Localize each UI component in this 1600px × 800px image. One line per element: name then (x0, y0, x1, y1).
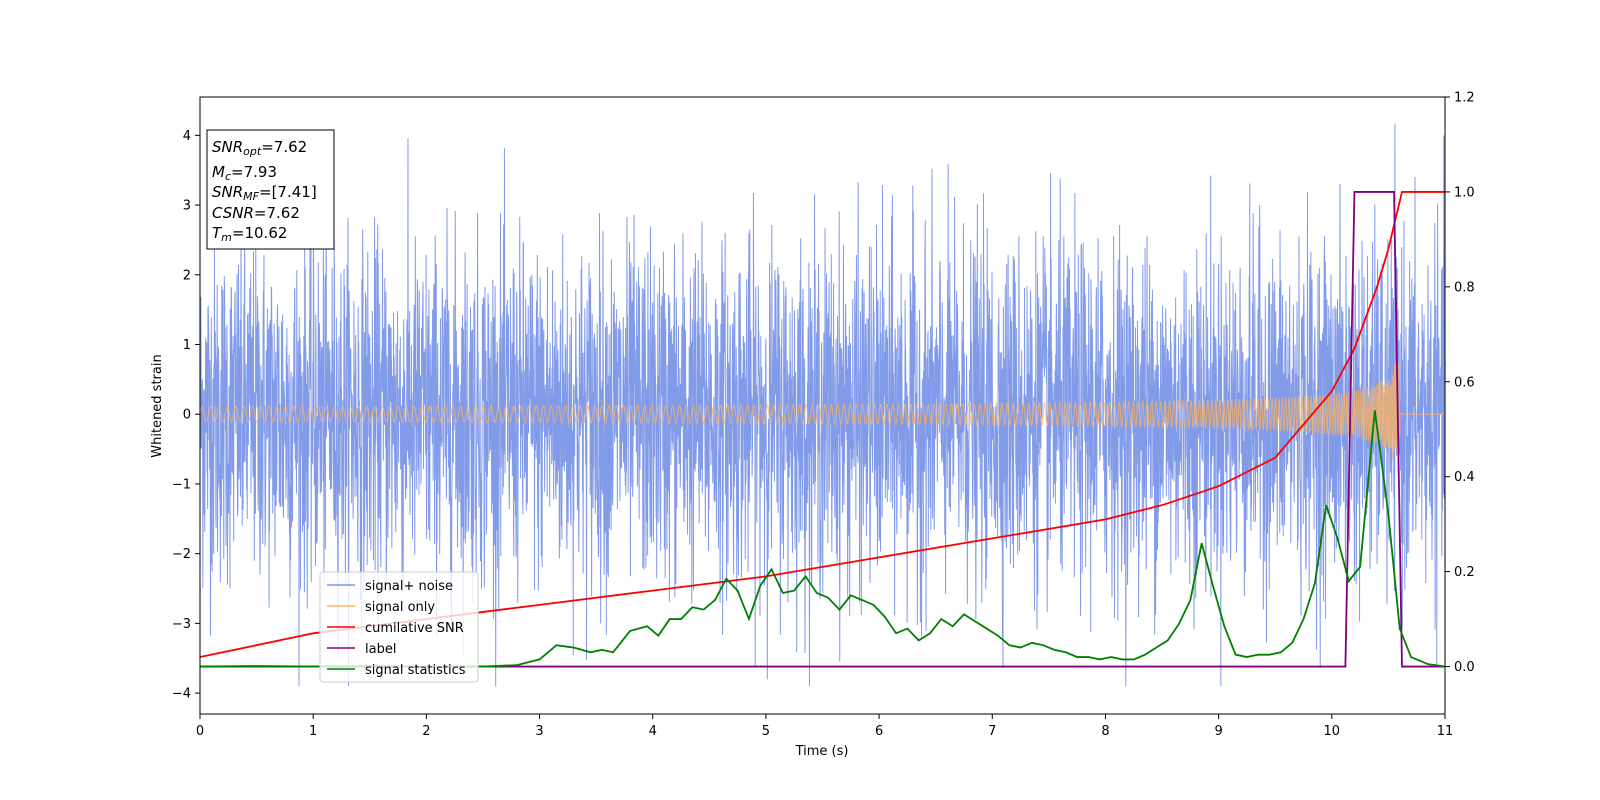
legend-item-signal-statistics: signal statistics (327, 663, 466, 678)
annotation-mc-sub: c (225, 170, 231, 183)
y-tick-label-right: 0.8 (1454, 280, 1475, 295)
x-tick-label: 5 (762, 724, 770, 739)
y-tick-label-left: −4 (172, 687, 191, 702)
y-tick-label-right: 1.2 (1454, 91, 1475, 106)
annotation-snr-opt: SNRopt=7.62 (212, 138, 307, 158)
annotation-tm-sub: m (221, 231, 232, 244)
x-tick-label: 10 (1324, 724, 1341, 739)
annotation-tm-name: T (212, 224, 223, 242)
series-signal-noise (200, 123, 1445, 687)
annotation-box: SNRopt=7.62 Mc=7.93 SNRMF=[7.41] CSNR=7.… (206, 129, 335, 250)
legend-item-signal-noise: signal+ noise (327, 579, 453, 594)
legend-label-cumulative-snr: cumilative SNR (365, 621, 464, 636)
y-tick-label-left: 4 (183, 129, 191, 144)
y-axis-label-left: Whitened strain (150, 354, 165, 457)
y-tick-label-left: −1 (172, 477, 191, 492)
annotation-csnr: CSNR=7.62 (212, 204, 300, 222)
annotation-frame (206, 129, 335, 250)
y-tick-label-left: 3 (183, 199, 191, 214)
legend-label-signal-only: signal only (365, 600, 435, 615)
x-tick-label: 3 (535, 724, 543, 739)
annotation-tm: Tm=10.62 (212, 224, 287, 244)
legend: signal+ noise signal only cumilative SNR… (319, 571, 479, 683)
annotation-snr-opt-name: SNR (212, 138, 243, 156)
x-tick-label: 0 (196, 724, 204, 739)
series-layer (200, 123, 1445, 687)
y-tick-label-right: 0.2 (1454, 565, 1475, 580)
y-tick-label-left: 1 (183, 338, 191, 353)
y-tick-label-left: −2 (172, 547, 191, 562)
annotation-snr-opt-sub: opt (243, 145, 262, 158)
x-tick-label: 2 (422, 724, 430, 739)
legend-frame (319, 571, 479, 683)
x-tick-label: 1 (309, 724, 317, 739)
x-tick-label: 9 (1214, 724, 1222, 739)
legend-label-signal-noise: signal+ noise (365, 579, 453, 594)
annotation-snr-opt-value: =7.62 (261, 138, 307, 156)
legend-item-signal-only: signal only (327, 600, 435, 615)
y-tick-label-left: 0 (183, 408, 191, 423)
ticks-layer: 0 1 2 3 4 5 6 7 8 9 10 11 −4 −3 −2 −1 0 1 2 3 4 0.0 0.2 0.4 0.6 0… (172, 91, 1475, 740)
annotation-mc-name: M (212, 163, 225, 181)
annotation-snr-mf: SNRMF=[7.41] (212, 183, 317, 203)
y-tick-label-right: 0.0 (1454, 660, 1475, 675)
annotation-mc: Mc=7.93 (212, 163, 277, 183)
legend-item-label: label (327, 642, 396, 657)
series-signal-only (200, 358, 1445, 478)
annotation-tm-value: =10.62 (232, 224, 288, 242)
legend-label-signal-statistics: signal statistics (365, 663, 466, 678)
x-tick-label: 6 (875, 724, 883, 739)
y-tick-label-right: 1.0 (1454, 185, 1475, 200)
y-tick-label-right: 0.6 (1454, 375, 1475, 390)
annotation-snr-mf-sub: MF (243, 190, 259, 203)
y-tick-label-right: 0.4 (1454, 470, 1475, 485)
plot-frame (199, 96, 1446, 715)
annotation-mc-value: =7.93 (231, 163, 277, 181)
x-axis-label: Time (s) (795, 744, 849, 759)
x-tick-label: 11 (1437, 724, 1454, 739)
y-tick-label-left: −3 (172, 617, 191, 632)
series-signal-statistics (200, 410, 1445, 668)
y-tick-label-left: 2 (183, 268, 191, 283)
annotation-csnr-name: CSNR (212, 204, 254, 222)
legend-label-label: label (365, 642, 396, 657)
x-tick-label: 4 (649, 724, 657, 739)
x-tick-label: 8 (1101, 724, 1109, 739)
annotation-csnr-value: =7.62 (254, 204, 300, 222)
annotation-snr-mf-value: =[7.41] (259, 183, 317, 201)
series-cumulative-snr (200, 191, 1445, 658)
series-label (200, 191, 1445, 668)
x-tick-label: 7 (988, 724, 996, 739)
legend-item-cumulative-snr: cumilative SNR (327, 621, 464, 636)
annotation-snr-mf-name: SNR (212, 183, 243, 201)
